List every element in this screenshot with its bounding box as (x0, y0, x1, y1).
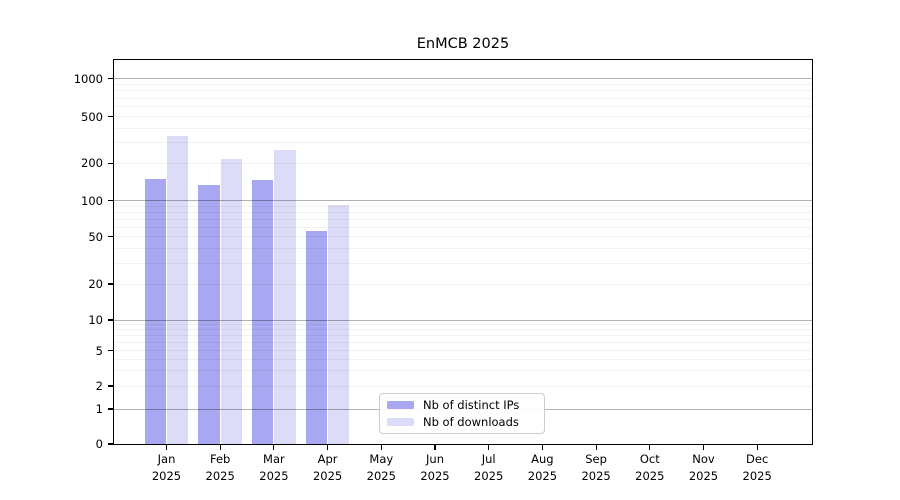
bar (166, 136, 189, 444)
x-tick (649, 445, 651, 450)
bar (198, 185, 220, 444)
gridline-minor (114, 142, 812, 144)
gridline-minor (114, 342, 812, 344)
gridline-minor (114, 106, 812, 108)
gridline-major (114, 319, 812, 321)
y-tick (108, 350, 113, 352)
x-tick-label: Jul 2025 (474, 452, 504, 483)
legend: Nb of distinct IPs Nb of downloads (379, 393, 545, 434)
y-tick-label: 0 (95, 437, 103, 451)
y-tick-label: 10 (88, 313, 103, 327)
gridline-minor (114, 262, 812, 264)
plot-area: Nb of distinct IPs Nb of downloads (113, 59, 813, 445)
y-tick (108, 200, 113, 202)
y-tick-label: 2 (95, 379, 103, 393)
x-tick-label: Sep 2025 (581, 452, 611, 483)
legend-item-distinct-ips: Nb of distinct IPs (387, 398, 538, 412)
y-tick (108, 116, 113, 118)
gridline-minor (114, 283, 812, 285)
gridline-minor (114, 329, 812, 331)
bar (274, 150, 296, 444)
bar (251, 180, 274, 444)
legend-swatch-distinct-ips (387, 401, 414, 410)
x-tick (595, 445, 597, 450)
gridline-minor (114, 127, 812, 129)
x-tick-label: Apr 2025 (312, 452, 343, 483)
gridline-minor (114, 83, 812, 85)
y-tick-label: 1000 (73, 71, 103, 86)
x-tick-label: Aug 2025 (527, 452, 558, 483)
gridline-minor (114, 211, 812, 213)
x-tick-label: May 2025 (366, 452, 396, 483)
y-tick-label: 200 (81, 156, 103, 171)
x-tick-label: Oct 2025 (635, 452, 665, 483)
x-tick (165, 445, 168, 450)
y-tick (108, 283, 113, 285)
y-tick (108, 236, 113, 238)
x-tick (702, 445, 705, 450)
x-tick-label: Nov 2025 (688, 452, 719, 483)
gridline-minor (114, 350, 812, 352)
y-tick-label: 50 (88, 229, 103, 244)
x-tick (219, 445, 221, 450)
legend-label-distinct-ips: Nb of distinct IPs (423, 398, 520, 413)
bar (327, 205, 350, 444)
legend-item-downloads: Nb of downloads (387, 415, 538, 429)
bar (305, 230, 328, 444)
gridline-minor (114, 226, 812, 228)
chart-title: EnMCB 2025 (416, 36, 510, 52)
gridline-major (114, 78, 812, 79)
gridline-minor (114, 90, 812, 92)
gridline-minor (114, 218, 812, 220)
x-tick-label: Feb 2025 (205, 452, 235, 483)
x-tick (327, 445, 329, 450)
bar (220, 158, 242, 444)
y-tick-label: 100 (81, 193, 103, 208)
x-tick (756, 445, 758, 450)
y-tick-label: 500 (81, 109, 103, 124)
gridline-minor (114, 358, 812, 360)
x-tick-label: Dec 2025 (742, 452, 772, 483)
gridline-minor (114, 335, 812, 337)
x-tick (273, 445, 275, 450)
y-tick (108, 443, 113, 445)
y-tick (108, 319, 113, 321)
grid-layer (114, 60, 812, 444)
gridline-minor (114, 116, 812, 118)
bars-layer (114, 60, 812, 444)
gridline-minor (114, 369, 812, 371)
y-tick (108, 162, 113, 164)
gridline-minor (114, 162, 812, 164)
y-tick (108, 77, 113, 80)
y-tick-label: 1 (95, 402, 103, 416)
gridline-minor (114, 324, 812, 326)
bar (144, 178, 166, 444)
x-tick (434, 445, 436, 450)
y-tick (108, 408, 113, 410)
y-tick-label: 5 (95, 343, 103, 358)
legend-swatch-downloads (387, 417, 414, 426)
x-tick-label: Jan 2025 (151, 452, 182, 483)
gridline-minor (114, 236, 812, 238)
legend-label-downloads: Nb of downloads (423, 414, 519, 429)
x-tick (380, 445, 382, 450)
x-tick-label: Mar 2025 (259, 452, 289, 483)
gridline-minor (114, 205, 812, 207)
y-tick (108, 385, 113, 387)
x-tick-label: Jun 2025 (420, 452, 450, 483)
y-tick-label: 20 (88, 277, 103, 291)
x-tick (541, 445, 543, 450)
gridline-minor (114, 97, 812, 99)
gridline-minor (114, 247, 812, 249)
gridline-minor (114, 385, 812, 387)
gridline-major (114, 200, 812, 202)
x-tick (488, 445, 490, 450)
